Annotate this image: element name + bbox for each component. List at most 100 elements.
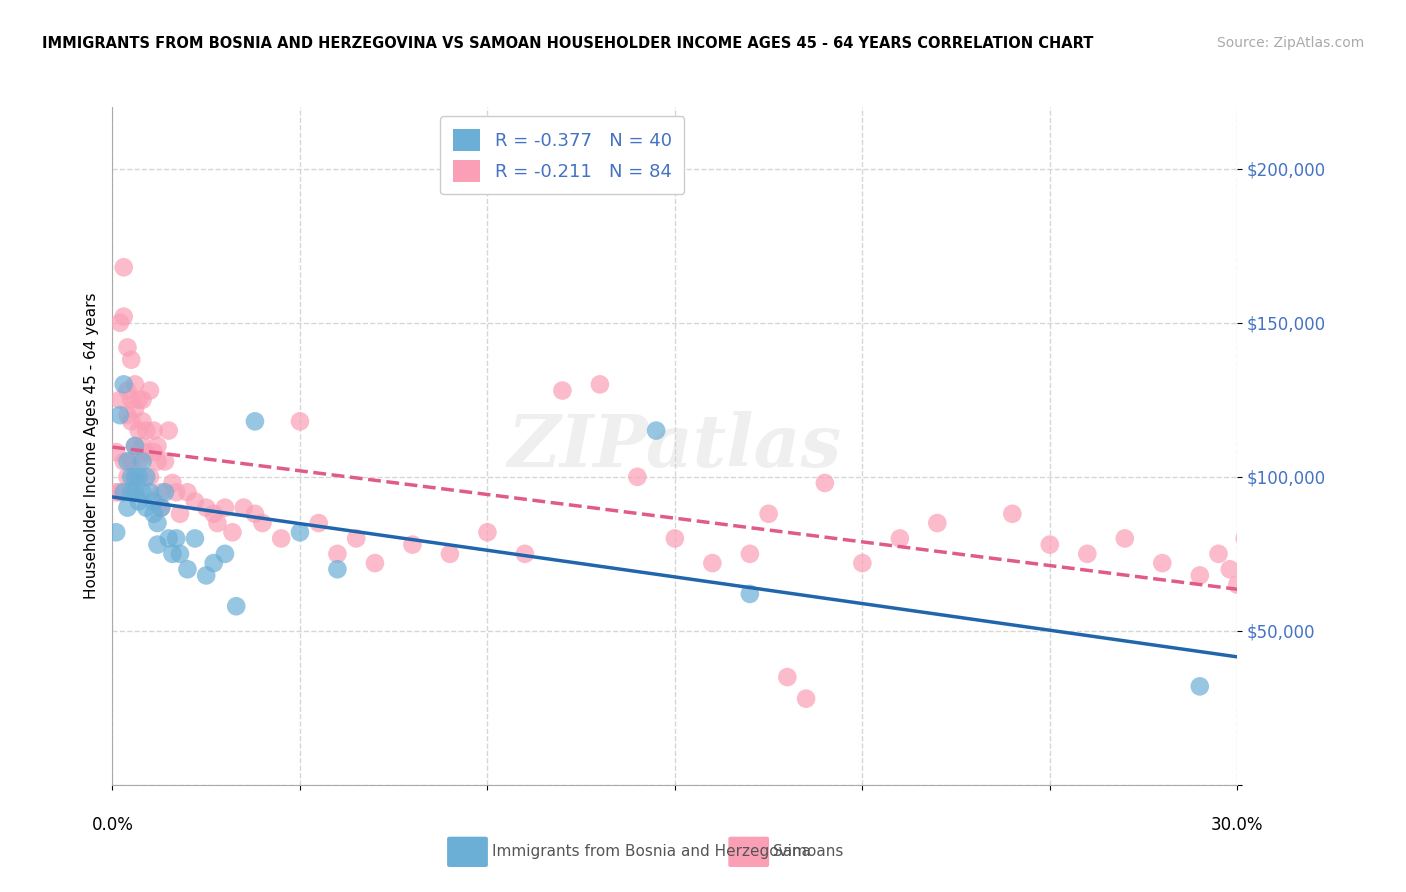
Point [120, 470, 142, 484]
Point [117, 454, 139, 468]
Point [1039, 538, 1062, 552]
Point [288, 414, 311, 428]
Point [814, 475, 837, 490]
Point [252, 516, 274, 530]
Point [131, 392, 153, 407]
Point [207, 516, 229, 530]
Point [664, 532, 686, 546]
Point [221, 525, 243, 540]
Point [1188, 679, 1211, 693]
Point [851, 556, 873, 570]
Point [117, 340, 139, 354]
Point [124, 485, 146, 500]
Point [112, 377, 135, 392]
Point [150, 485, 173, 500]
Point [124, 377, 146, 392]
Point [195, 568, 218, 582]
Point [738, 587, 761, 601]
Point [131, 485, 153, 500]
Point [1219, 562, 1241, 576]
Point [108, 408, 131, 422]
Point [308, 516, 330, 530]
Point [344, 532, 367, 546]
Point [794, 691, 817, 706]
Point [135, 470, 157, 484]
Point [142, 445, 165, 459]
Point [117, 500, 139, 515]
Text: 30.0%: 30.0% [1211, 815, 1264, 833]
Point [1188, 568, 1211, 582]
Point [589, 377, 612, 392]
Point [401, 538, 423, 552]
Point [1226, 577, 1249, 591]
Point [326, 547, 349, 561]
Point [1233, 532, 1256, 546]
Point [135, 445, 157, 459]
Point [202, 507, 225, 521]
Legend: R = -0.377   N = 40, R = -0.211   N = 84: R = -0.377 N = 40, R = -0.211 N = 84 [440, 116, 685, 194]
Point [1076, 547, 1098, 561]
Point [105, 525, 128, 540]
Point [120, 485, 142, 500]
Point [117, 470, 139, 484]
Point [108, 392, 131, 407]
Point [117, 384, 139, 398]
Point [927, 516, 949, 530]
Point [184, 494, 207, 508]
Point [120, 392, 142, 407]
Point [128, 424, 150, 438]
Point [105, 485, 128, 500]
Point [225, 599, 247, 614]
Point [243, 507, 266, 521]
Point [112, 485, 135, 500]
Point [702, 556, 724, 570]
Point [131, 439, 153, 453]
Point [112, 260, 135, 275]
Point [214, 500, 236, 515]
Point [142, 494, 165, 508]
Point [135, 500, 157, 515]
Point [162, 475, 184, 490]
Point [153, 454, 176, 468]
Point [153, 485, 176, 500]
Point [165, 485, 187, 500]
Point [288, 525, 311, 540]
Point [1152, 556, 1174, 570]
Point [243, 414, 266, 428]
Point [142, 424, 165, 438]
Point [124, 439, 146, 453]
Point [439, 547, 461, 561]
Point [214, 547, 236, 561]
Y-axis label: Householder Income Ages 45 - 64 years: Householder Income Ages 45 - 64 years [83, 293, 98, 599]
Text: Immigrants from Bosnia and Herzegovina: Immigrants from Bosnia and Herzegovina [492, 845, 811, 859]
Point [326, 562, 349, 576]
Text: Source: ZipAtlas.com: Source: ZipAtlas.com [1216, 36, 1364, 50]
Point [128, 392, 150, 407]
Point [120, 352, 142, 367]
Point [105, 445, 128, 459]
Point [117, 408, 139, 422]
Point [120, 454, 142, 468]
Point [120, 414, 142, 428]
Point [139, 485, 162, 500]
Point [124, 470, 146, 484]
Point [108, 485, 131, 500]
Point [128, 470, 150, 484]
Point [477, 525, 499, 540]
Point [165, 532, 187, 546]
Point [150, 500, 173, 515]
Point [738, 547, 761, 561]
Point [889, 532, 911, 546]
Point [157, 424, 180, 438]
Point [157, 532, 180, 546]
Point [142, 507, 165, 521]
Point [146, 516, 169, 530]
Point [112, 454, 135, 468]
Point [150, 500, 173, 515]
Point [139, 470, 162, 484]
Point [124, 475, 146, 490]
Text: Samoans: Samoans [773, 845, 844, 859]
Point [162, 547, 184, 561]
Point [184, 532, 207, 546]
Point [124, 402, 146, 417]
